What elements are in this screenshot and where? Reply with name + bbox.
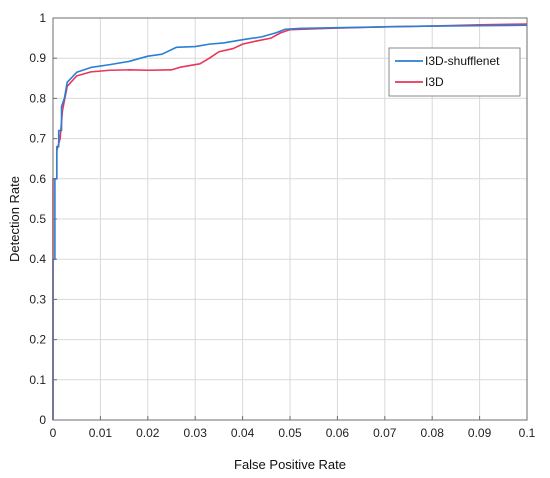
y-tick-label: 0	[39, 413, 46, 427]
legend-label: I3D-shufflenet	[425, 54, 500, 68]
series-line-i3d-shufflenet	[52, 24, 528, 420]
grid	[52, 17, 528, 421]
x-tick-label: 0.07	[373, 426, 397, 440]
plot-frame	[52, 17, 528, 421]
x-tick-label: 0.01	[89, 426, 113, 440]
y-tick-label: 0.4	[29, 252, 46, 266]
x-tick-label: 0	[50, 426, 57, 440]
x-axis-title: False Positive Rate	[234, 457, 346, 472]
y-tick-label: 0.9	[29, 51, 46, 65]
y-tick-label: 0.2	[29, 333, 46, 347]
x-tick-label: 0.09	[468, 426, 492, 440]
x-tick-label: 0.03	[184, 426, 208, 440]
x-tick-label: 0.05	[278, 426, 302, 440]
x-tick-label: 0.08	[421, 426, 445, 440]
x-tick-label: 0.06	[326, 426, 350, 440]
y-tick-label: 0.3	[29, 292, 46, 306]
x-tick-label: 0.1	[519, 426, 536, 440]
y-tick-label: 0.6	[29, 172, 46, 186]
y-tick-label: 0.1	[29, 373, 46, 387]
y-tick-labels: 0 0.1 0.2 0.3 0.4 0.5 0.6 0.7 0.8 0.9 1	[29, 11, 46, 427]
y-tick-label: 0.7	[29, 132, 46, 146]
x-tick-labels: 0 0.01 0.02 0.03 0.04 0.05 0.06 0.07 0.08 0.09 0.1	[50, 426, 536, 440]
x-tick-label: 0.04	[231, 426, 255, 440]
series-lines	[52, 23, 528, 420]
y-tick-label: 1	[39, 11, 46, 25]
y-tick-label: 0.5	[29, 212, 46, 226]
legend-box	[388, 47, 521, 97]
y-tick-label: 0.8	[29, 91, 46, 105]
x-tick-label: 0.02	[136, 426, 160, 440]
y-axis-title: Detection Rate	[7, 176, 22, 262]
legend-label: I3D	[425, 75, 444, 89]
legend: I3D-shufflenet I3D	[388, 47, 521, 97]
